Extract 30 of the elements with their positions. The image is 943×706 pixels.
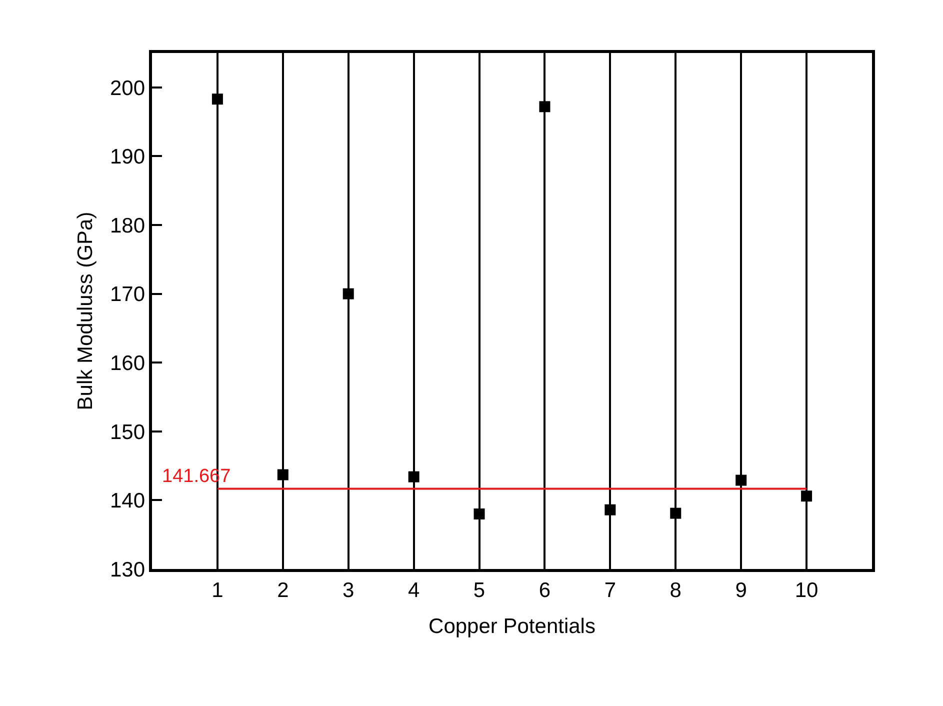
- x-tick-label: 7: [604, 578, 616, 602]
- point: [474, 508, 485, 520]
- x-tick-label: 9: [735, 578, 747, 602]
- point: [212, 94, 223, 105]
- x-tick-label: 2: [277, 578, 289, 602]
- x-tick-label: 8: [670, 578, 682, 602]
- point: [801, 490, 812, 502]
- y-tick-label: 190: [110, 146, 146, 169]
- y-tick-label: 200: [110, 76, 146, 100]
- x-tick-label: 5: [473, 578, 486, 602]
- y-tick-label: 140: [110, 490, 146, 513]
- y-tick-label: 150: [110, 420, 146, 444]
- x-tick-label: 4: [408, 578, 420, 602]
- y-tick-label: 170: [110, 283, 146, 306]
- x-tick-label: 3: [342, 578, 354, 602]
- point: [670, 508, 682, 519]
- x-tick-label: 1: [212, 578, 224, 602]
- y-tick-label: 180: [110, 214, 146, 238]
- y-axis-title: Bulk Moduluss (GPa): [74, 212, 98, 410]
- y-tick-label: 160: [110, 352, 146, 375]
- x-tick-label: 6: [538, 578, 551, 602]
- x-tick-label: 10: [794, 578, 818, 602]
- y-tick-label: 130: [110, 558, 146, 582]
- point: [408, 471, 420, 482]
- point: [604, 504, 616, 516]
- point: [736, 474, 747, 486]
- x-axis-title: Copper Potentials: [428, 615, 596, 638]
- point: [342, 288, 354, 300]
- point: [277, 469, 288, 480]
- point: [539, 101, 550, 112]
